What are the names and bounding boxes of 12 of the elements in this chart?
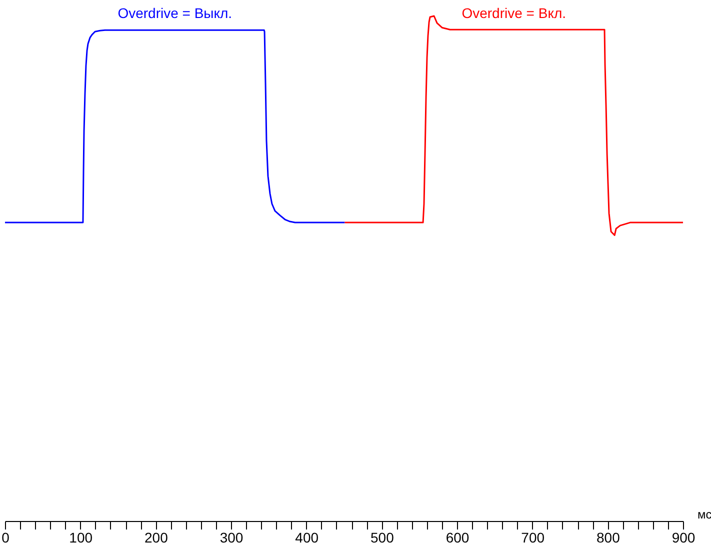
series-label: Overdrive = Выкл. <box>118 5 232 21</box>
x-tick-label: 900 <box>672 530 696 546</box>
x-tick-label: 500 <box>370 530 394 546</box>
x-tick-label: 0 <box>2 530 10 546</box>
x-tick-label: 600 <box>446 530 470 546</box>
x-tick-label: 100 <box>69 530 93 546</box>
x-tick-label: 200 <box>144 530 168 546</box>
x-tick-label: 300 <box>220 530 244 546</box>
x-tick-label: 800 <box>596 530 620 546</box>
x-tick-label: 400 <box>295 530 319 546</box>
x-tick-label: 700 <box>521 530 545 546</box>
series-label: Overdrive = Вкл. <box>462 5 566 21</box>
